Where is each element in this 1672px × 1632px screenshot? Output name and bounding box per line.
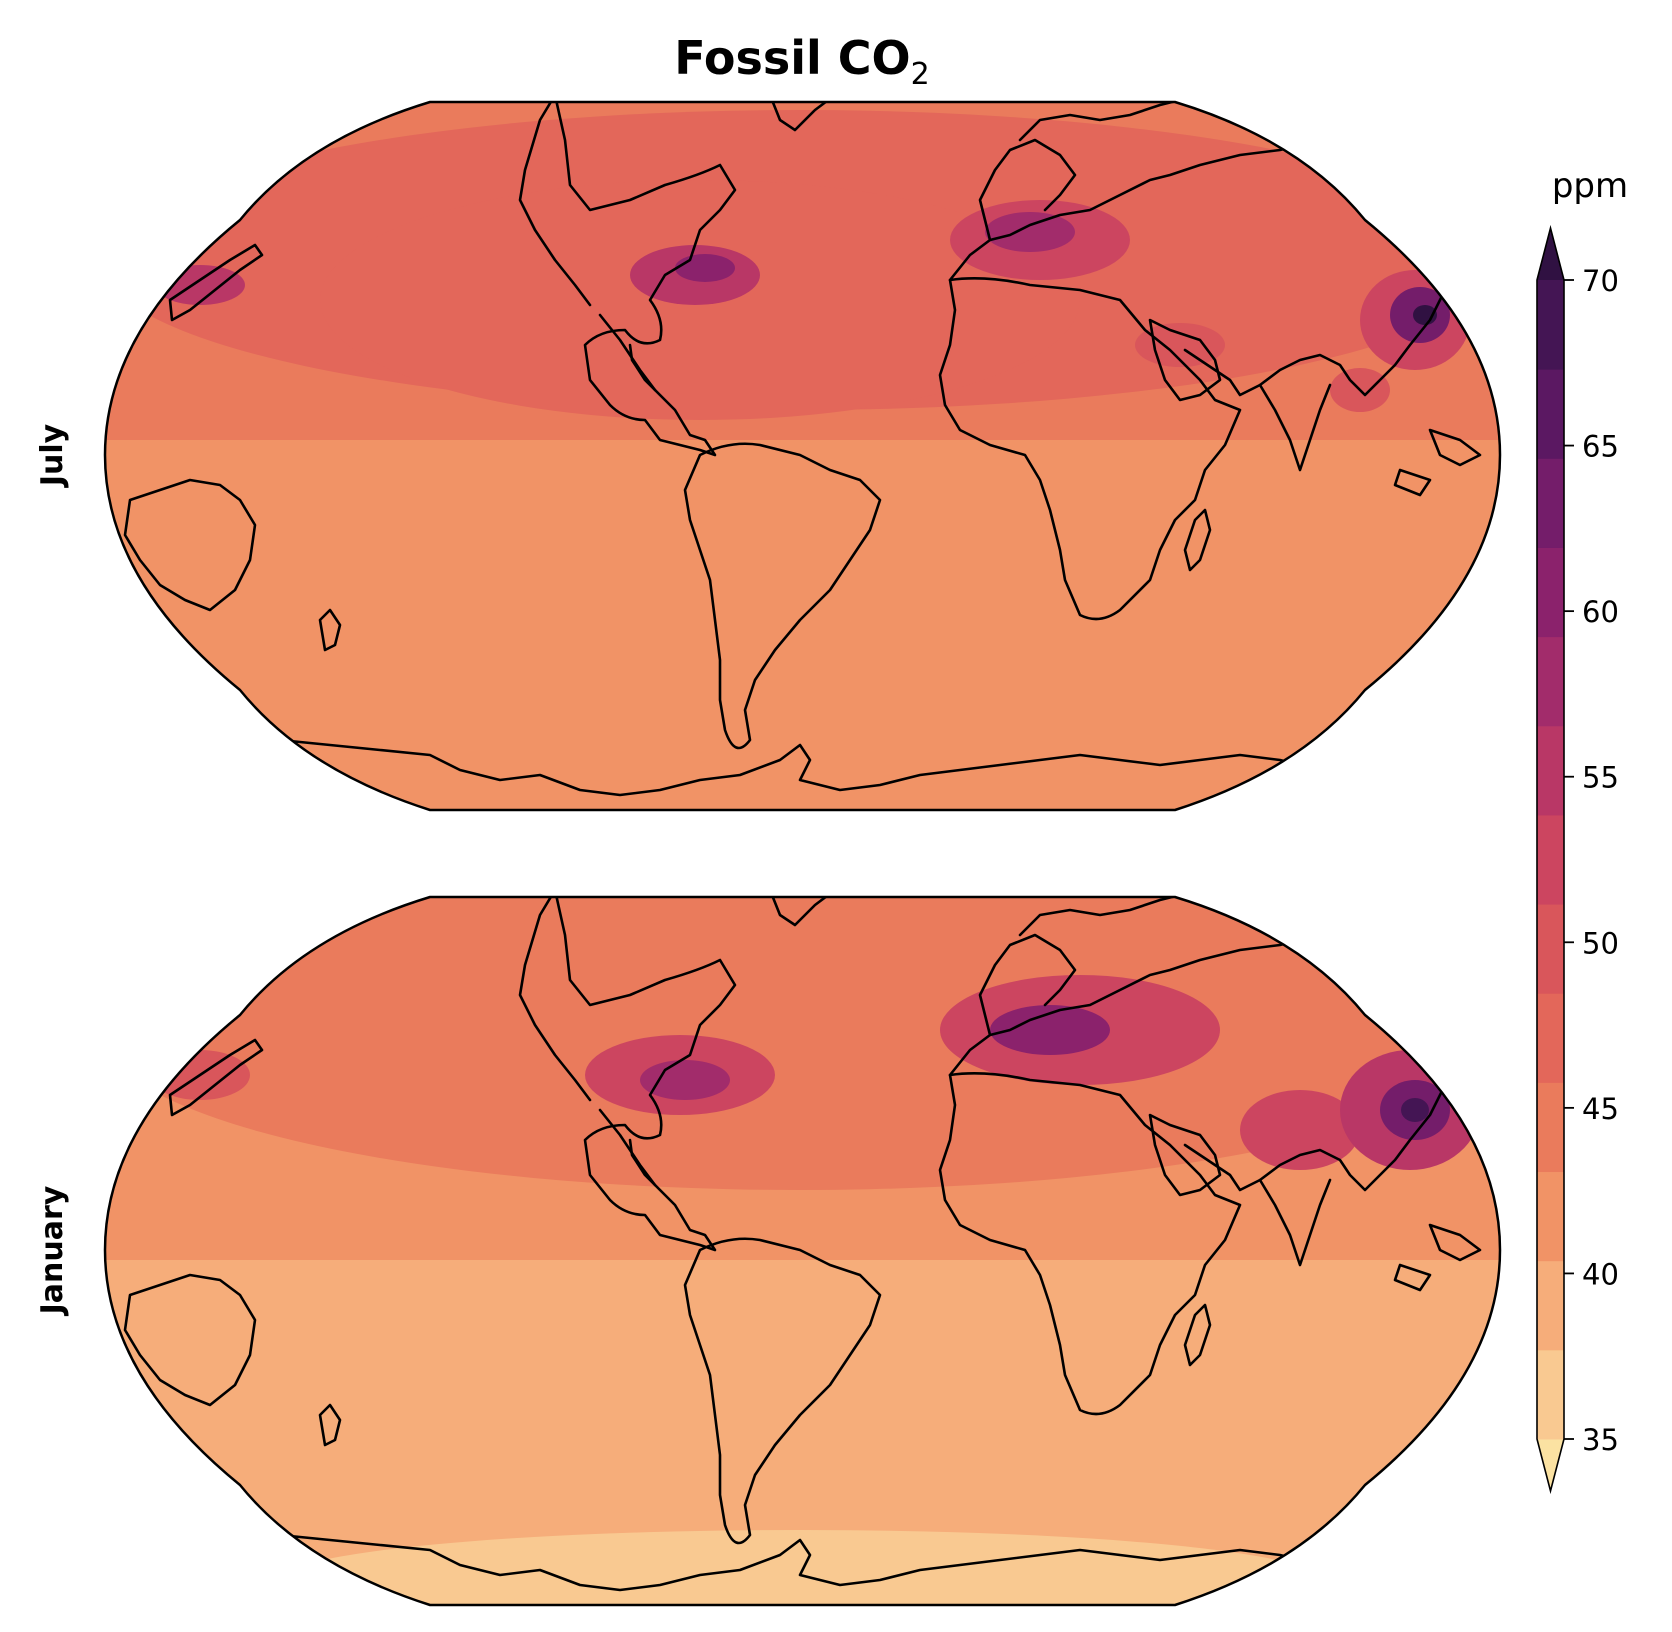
colorbar-segment [1537,814,1564,905]
field-europe-core-january [990,1005,1110,1055]
colorbar-segments [1536,224,1565,1495]
colorbar-tick-label: 65 [1582,430,1619,464]
field-china-peak-january [1401,1098,1429,1122]
colorbar-tick-label: 60 [1582,595,1619,629]
field-usa-core-january [640,1060,730,1100]
colorbar-segment [1537,280,1564,370]
title-main: Fossil CO [674,31,910,85]
colorbar-tick-label: 35 [1582,1423,1619,1457]
colorbar: ppm 35 40 45 50 55 60 65 70 [1536,166,1628,1495]
field-europe-core-july [985,212,1075,252]
row-label-july: July [35,423,70,488]
field-japan-july [155,265,245,305]
colorbar-ticks: 35 40 45 50 55 60 65 70 [1564,264,1619,1457]
colorbar-unit-label: ppm [1552,166,1628,206]
row-label-january: January [35,1185,70,1316]
map-panel-january [103,895,1502,1607]
map-panel-july [103,100,1502,812]
colorbar-segment [1537,458,1564,548]
colorbar-extend-high [1537,228,1564,280]
colorbar-segment [1537,1171,1564,1262]
colorbar-segment [1537,1349,1564,1440]
colorbar-segment [1537,1260,1564,1351]
field-usa-core-july [675,254,735,282]
colorbar-segment [1537,993,1564,1083]
title-subscript: 2 [911,57,930,92]
colorbar-tick-label: 40 [1582,1257,1619,1291]
map-outline-january [103,895,1502,1607]
map-outline-july [103,100,1502,812]
colorbar-tick-label: 50 [1582,926,1619,960]
colorbar-tick-label: 70 [1582,264,1619,298]
field-north-band-january [105,897,1500,1190]
field-india-january [1240,1090,1360,1170]
colorbar-segment [1537,904,1564,994]
colorbar-tick-label: 55 [1582,761,1619,795]
field-polar-low-january [280,1530,1320,1605]
colorbar-segment [1537,725,1564,816]
colorbar-segment [1537,636,1564,727]
colorbar-segment [1537,1082,1564,1173]
colorbar-tick-label: 45 [1582,1092,1619,1126]
colorbar-segment [1537,547,1564,638]
colorbar-extend-low [1537,1439,1564,1491]
colorbar-segment [1537,369,1564,459]
figure-title: Fossil CO2 [674,31,929,92]
